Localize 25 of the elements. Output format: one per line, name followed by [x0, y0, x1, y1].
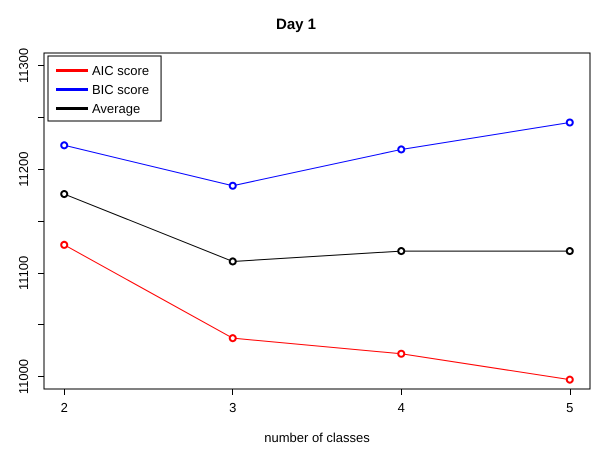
- x-tick-label: 2: [60, 400, 68, 415]
- y-tick-label: 11300: [16, 48, 31, 84]
- legend-label: AIC score: [92, 63, 150, 78]
- y-tick-label: 11100: [16, 256, 31, 290]
- x-axis-title: number of classes: [264, 430, 370, 445]
- legend-label: BIC score: [92, 82, 150, 97]
- x-tick-label: 4: [398, 400, 405, 415]
- point: [228, 182, 237, 190]
- point: [60, 190, 68, 198]
- x-tick-label: 3: [229, 400, 236, 415]
- point: [566, 118, 574, 126]
- point: [397, 247, 406, 256]
- x-tick-label: 5: [566, 400, 574, 415]
- point: [228, 334, 237, 342]
- y-tick-label: 11000: [16, 358, 31, 394]
- point: [228, 257, 237, 266]
- y-tick-label: 11200: [16, 152, 31, 187]
- point: [566, 376, 574, 384]
- legend-label: Average: [92, 101, 140, 116]
- point: [60, 240, 68, 249]
- chart-title: Day 1: [276, 16, 316, 33]
- point: [566, 247, 574, 256]
- point: [397, 350, 406, 358]
- point: [397, 145, 406, 154]
- point: [60, 141, 68, 150]
